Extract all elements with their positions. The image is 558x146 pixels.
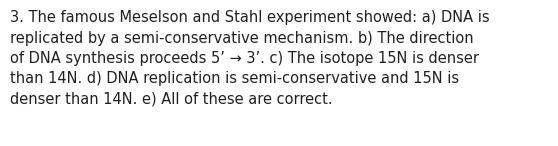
Text: 3. The famous Meselson and Stahl experiment showed: a) DNA is
replicated by a se: 3. The famous Meselson and Stahl experim… [10, 10, 490, 107]
